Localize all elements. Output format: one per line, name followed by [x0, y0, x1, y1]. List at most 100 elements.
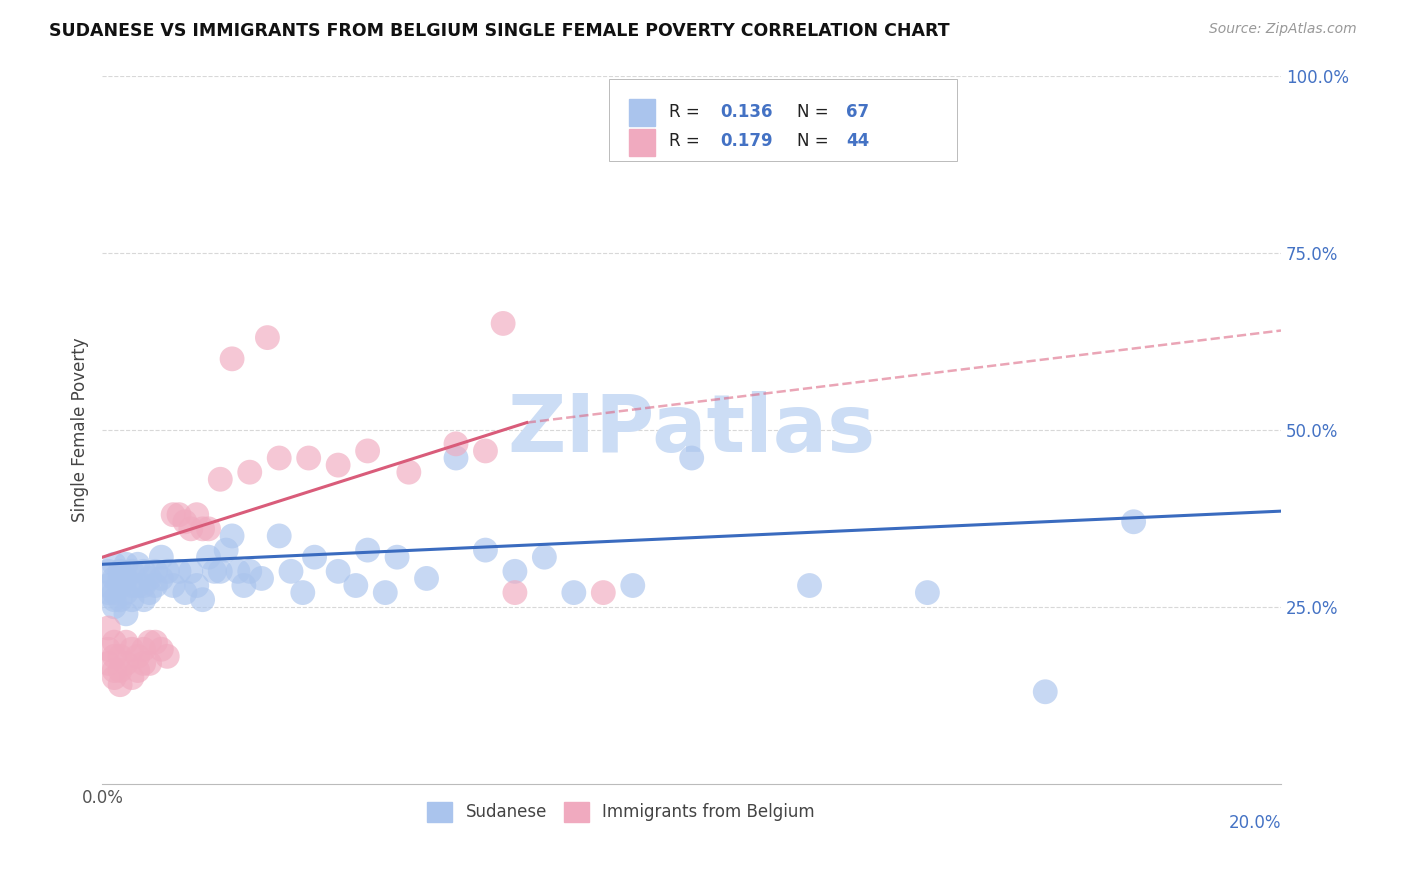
Y-axis label: Single Female Poverty: Single Female Poverty — [72, 337, 89, 522]
Point — [799, 578, 821, 592]
Text: ZIPatlas: ZIPatlas — [508, 391, 876, 468]
Point — [138, 585, 160, 599]
Point — [492, 317, 515, 331]
Point — [562, 585, 585, 599]
Point — [103, 635, 125, 649]
Bar — [630, 128, 655, 155]
Point — [97, 578, 120, 592]
Point — [132, 642, 155, 657]
Point — [191, 592, 214, 607]
Point — [197, 550, 219, 565]
Point — [250, 571, 273, 585]
Point — [127, 649, 149, 664]
Point — [115, 607, 138, 621]
Point — [127, 664, 149, 678]
Point — [103, 585, 125, 599]
Point — [269, 450, 291, 465]
Point — [1033, 685, 1056, 699]
Text: N =: N = — [797, 103, 834, 120]
Point — [150, 550, 173, 565]
Point — [298, 450, 321, 465]
Point — [326, 565, 349, 579]
Point — [344, 578, 367, 592]
Point — [108, 578, 131, 592]
Point — [186, 578, 208, 592]
Point — [132, 592, 155, 607]
Point — [115, 571, 138, 585]
Point — [592, 585, 614, 599]
Point — [127, 578, 149, 592]
Text: 20.0%: 20.0% — [1229, 814, 1281, 832]
Point — [132, 565, 155, 579]
Text: R =: R = — [669, 103, 706, 120]
Point — [180, 565, 202, 579]
Point — [97, 621, 120, 635]
Text: 44: 44 — [846, 132, 869, 151]
Point — [444, 437, 467, 451]
Point — [202, 565, 225, 579]
Point — [115, 585, 138, 599]
Point — [156, 649, 179, 664]
Point — [226, 565, 249, 579]
Text: SUDANESE VS IMMIGRANTS FROM BELGIUM SINGLE FEMALE POVERTY CORRELATION CHART: SUDANESE VS IMMIGRANTS FROM BELGIUM SING… — [49, 22, 950, 40]
Point — [215, 543, 238, 558]
Point — [917, 585, 939, 599]
Point — [221, 529, 243, 543]
Point — [103, 571, 125, 585]
Point — [167, 508, 190, 522]
Point — [145, 578, 167, 592]
Point — [415, 571, 437, 585]
Point — [180, 522, 202, 536]
Point — [108, 565, 131, 579]
Point — [398, 465, 420, 479]
Point — [115, 635, 138, 649]
Text: 0.136: 0.136 — [720, 103, 772, 120]
Point — [533, 550, 555, 565]
Point — [304, 550, 326, 565]
Point — [103, 649, 125, 664]
Point — [269, 529, 291, 543]
Legend: Sudanese, Immigrants from Belgium: Sudanese, Immigrants from Belgium — [420, 795, 821, 829]
Point — [221, 351, 243, 366]
Point — [108, 649, 131, 664]
Point — [503, 585, 526, 599]
Bar — [630, 99, 655, 126]
Point — [356, 543, 378, 558]
Point — [127, 558, 149, 572]
Text: N =: N = — [797, 132, 834, 151]
Point — [132, 657, 155, 671]
Point — [162, 578, 184, 592]
Point — [103, 558, 125, 572]
Point — [503, 565, 526, 579]
Point — [138, 571, 160, 585]
Point — [291, 585, 314, 599]
Point — [374, 585, 396, 599]
Point — [621, 578, 644, 592]
Point — [444, 450, 467, 465]
Point — [1122, 515, 1144, 529]
FancyBboxPatch shape — [609, 79, 957, 161]
Point — [108, 571, 131, 585]
Point — [326, 458, 349, 472]
Point — [256, 330, 278, 344]
Point — [174, 515, 197, 529]
Point — [115, 657, 138, 671]
Point — [156, 565, 179, 579]
Point — [103, 599, 125, 614]
Point — [97, 585, 120, 599]
Point — [150, 642, 173, 657]
Point — [681, 450, 703, 465]
Text: 0.179: 0.179 — [720, 132, 773, 151]
Point — [174, 585, 197, 599]
Point — [121, 671, 143, 685]
Point — [108, 592, 131, 607]
Point — [115, 558, 138, 572]
Point — [239, 565, 262, 579]
Point — [121, 642, 143, 657]
Point — [197, 522, 219, 536]
Point — [280, 565, 302, 579]
Point — [97, 642, 120, 657]
Point — [356, 444, 378, 458]
Text: R =: R = — [669, 132, 706, 151]
Point — [97, 565, 120, 579]
